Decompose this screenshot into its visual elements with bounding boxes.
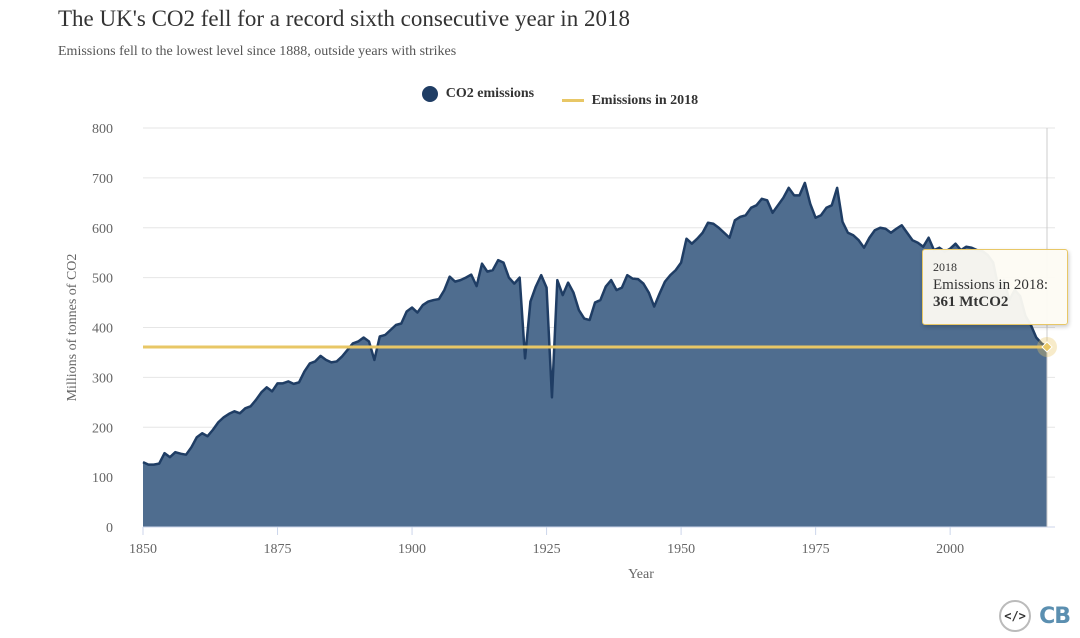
embed-code-icon[interactable]: </>: [999, 600, 1032, 632]
legend-label-co2-emissions: CO2 emissions: [445, 86, 535, 101]
legend-item-emissions-2018[interactable]: Emissions in 2018: [561, 92, 699, 109]
y-tick-label: 700: [92, 172, 113, 187]
x-tick-label: 1975: [802, 542, 830, 557]
y-tick-label: 200: [92, 421, 113, 436]
carbon-brief-logo: CB: [1039, 603, 1071, 629]
y-tick-label: 600: [92, 222, 113, 237]
y-tick-label: 400: [92, 322, 113, 337]
chart-title: The UK's CO2 fell for a record sixth con…: [58, 6, 630, 31]
x-tick-label: 1900: [398, 542, 426, 557]
legend-marker-co2-emissions: [421, 86, 438, 102]
y-tick-label: 800: [92, 122, 113, 137]
highlight-point: [1041, 341, 1053, 353]
legend-marker-emissions-2018: [561, 99, 584, 102]
y-axis-title: Millions of tonnes of CO2: [65, 254, 80, 402]
tooltip-label: Emissions in 2018:: [933, 277, 1049, 293]
footer: </> CB: [999, 600, 1071, 632]
legend-label-emissions-2018: Emissions in 2018: [591, 92, 699, 108]
y-tick-label: 500: [92, 272, 113, 287]
x-tick-label: 1875: [264, 542, 292, 557]
legend-item-co2-emissions[interactable]: CO2 emissions: [421, 86, 535, 102]
co2-emissions-line: [142, 181, 1048, 466]
co2-emissions-area: [143, 182, 1047, 528]
y-tick-label: 100: [92, 471, 113, 486]
tooltip: 2018 Emissions in 2018: 361 MtCO2: [922, 249, 1068, 325]
x-tick-label: 1950: [667, 542, 695, 557]
chart-subtitle: Emissions fell to the lowest level since…: [58, 44, 457, 59]
y-tick-label: 300: [92, 371, 113, 386]
x-tick-label: 1850: [129, 542, 157, 557]
x-axis-title: Year: [628, 567, 654, 582]
tooltip-value: 361 MtCO2: [933, 294, 1009, 310]
chart-legend: CO2 emissions Emissions in 2018: [0, 86, 1080, 109]
y-tick-label: 0: [106, 521, 113, 536]
x-tick-label: 2000: [936, 542, 964, 557]
x-tick-label: 1925: [533, 542, 561, 557]
tooltip-year: 2018: [933, 260, 957, 274]
